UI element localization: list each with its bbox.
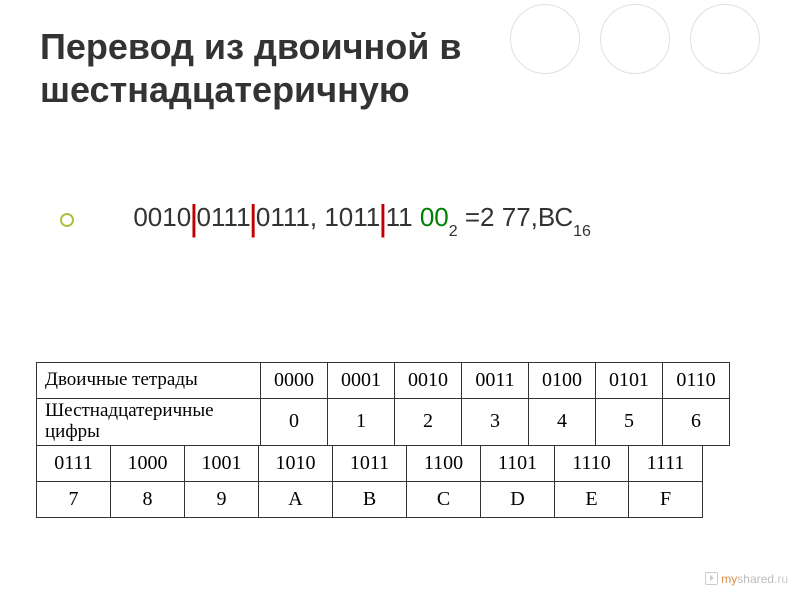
decorative-circles	[510, 4, 760, 74]
table-cell: D	[481, 481, 555, 517]
watermark: myshared.ru	[705, 572, 788, 586]
bullet-item: 0010|0111|0111, 1011|11 002 =2 77,ВС16	[60, 171, 760, 268]
table-cell: 4	[529, 399, 596, 446]
table-cell: 1110	[555, 445, 629, 481]
subscript: 16	[573, 223, 591, 240]
table-cell: 0100	[529, 363, 596, 399]
watermark-text: my	[721, 572, 737, 586]
table-cell: 0111	[37, 445, 111, 481]
table-cell: 1100	[407, 445, 481, 481]
table-cell: 0001	[328, 363, 395, 399]
table-row: 0111 1000 1001 1010 1011 1100 1101 1110 …	[37, 445, 703, 481]
table-cell: 3	[462, 399, 529, 446]
watermark-text: .ru	[774, 572, 788, 586]
table-cell: 0000	[261, 363, 328, 399]
expression-text: 0010|0111|0111, 1011|11 002 =2 77,ВС16	[90, 171, 591, 268]
slide-content: 0010|0111|0111, 1011|11 002 =2 77,ВС16	[0, 111, 800, 268]
table-cell: F	[629, 481, 703, 517]
watermark-icon	[705, 572, 718, 585]
table-cell: E	[555, 481, 629, 517]
table-row: Шестнадцатеричные цифры 0 1 2 3 4 5 6	[37, 399, 730, 446]
expr-result: =2 77,ВС	[458, 202, 574, 232]
table-bottom: 0111 1000 1001 1010 1011 1100 1101 1110 …	[36, 445, 703, 518]
table-cell: 2	[395, 399, 462, 446]
expr-segment: 0010	[133, 202, 191, 232]
table-cell: 1010	[259, 445, 333, 481]
row-label: Двоичные тетрады	[37, 363, 261, 399]
table-cell: A	[259, 481, 333, 517]
table-cell: 5	[596, 399, 663, 446]
table-cell: 1000	[111, 445, 185, 481]
table-cell: 1111	[629, 445, 703, 481]
subscript: 2	[449, 223, 458, 240]
table-top: Двоичные тетрады 0000 0001 0010 0011 010…	[36, 362, 730, 446]
table-cell: 0011	[462, 363, 529, 399]
table-cell: C	[407, 481, 481, 517]
expr-segment: 0111	[197, 202, 251, 232]
row-label: Шестнадцатеричные цифры	[37, 399, 261, 446]
conversion-tables: Двоичные тетрады 0000 0001 0010 0011 010…	[36, 362, 730, 518]
table-cell: 1011	[333, 445, 407, 481]
table-cell: 1001	[185, 445, 259, 481]
table-cell: 0101	[596, 363, 663, 399]
table-cell: 8	[111, 481, 185, 517]
table-cell: 9	[185, 481, 259, 517]
table-cell: 0	[261, 399, 328, 446]
circle-decoration	[510, 4, 580, 74]
table-row: 7 8 9 A B C D E F	[37, 481, 703, 517]
table-cell: 0110	[663, 363, 730, 399]
table-cell: B	[333, 481, 407, 517]
watermark-text: shared	[737, 572, 774, 586]
table-cell: 0010	[395, 363, 462, 399]
table-cell: 6	[663, 399, 730, 446]
table-cell: 7	[37, 481, 111, 517]
table-cell: 1	[328, 399, 395, 446]
expr-segment: 11	[386, 202, 420, 232]
circle-decoration	[690, 4, 760, 74]
bullet-icon	[60, 213, 74, 227]
expr-green-segment: 00	[420, 202, 449, 232]
circle-decoration	[600, 4, 670, 74]
expr-segment: 0111, 1011	[256, 202, 380, 232]
table-cell: 1101	[481, 445, 555, 481]
table-row: Двоичные тетрады 0000 0001 0010 0011 010…	[37, 363, 730, 399]
